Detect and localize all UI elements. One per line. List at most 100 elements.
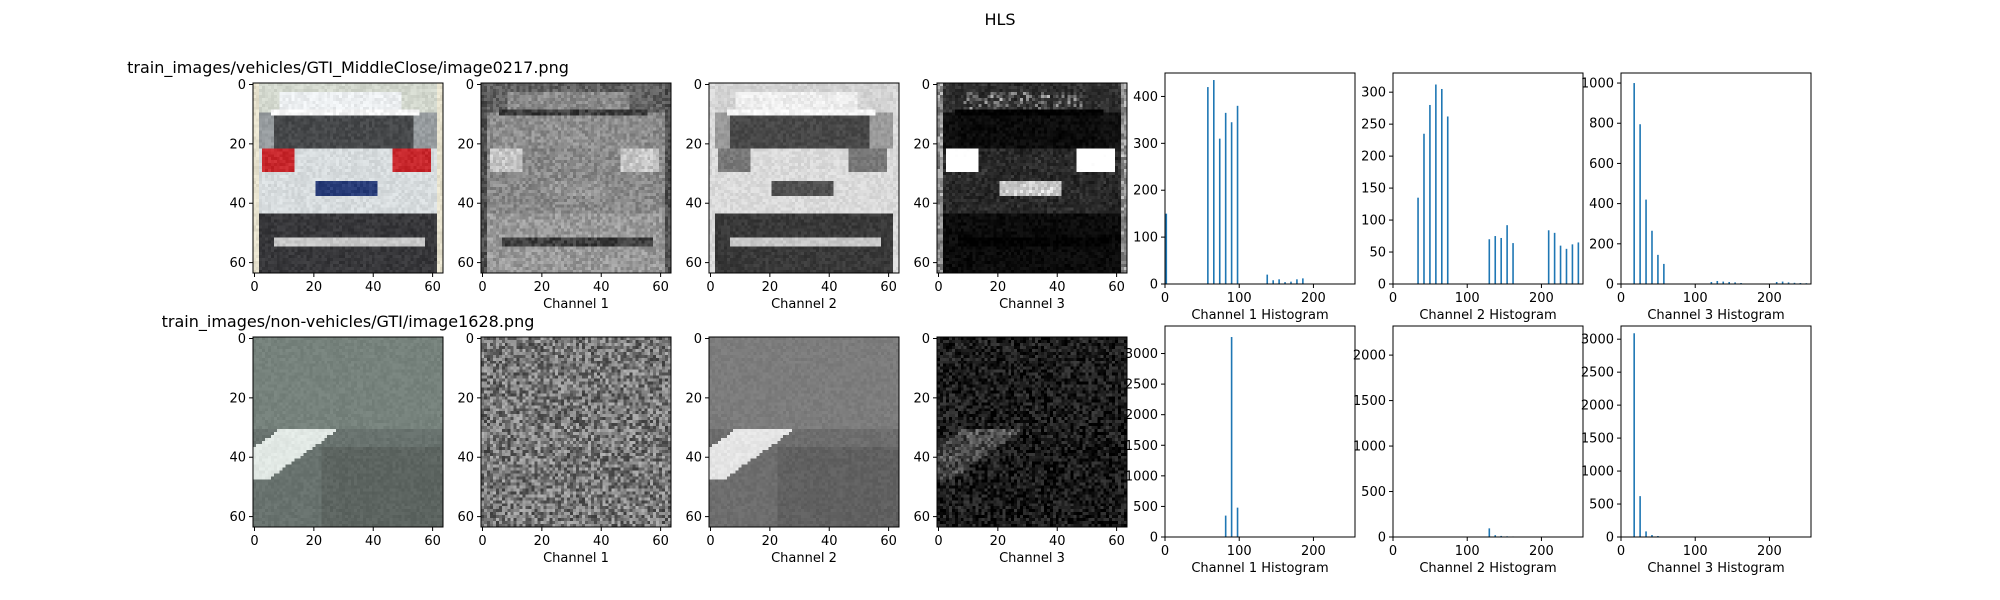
axis-label: Channel 1 <box>543 297 609 312</box>
x-tick-label: 20 <box>306 280 323 295</box>
y-tick-label: 1500 <box>1353 394 1386 409</box>
image-lightness <box>709 337 899 527</box>
x-tick-label: 20 <box>306 534 323 549</box>
y-tick-label: 20 <box>913 137 930 152</box>
histogram-bar <box>1553 232 1556 284</box>
y-tick-label: 100 <box>1361 214 1386 229</box>
y-tick-label: 60 <box>229 256 246 271</box>
x-tick-label: 60 <box>1108 280 1125 295</box>
histogram-bar <box>1500 535 1502 537</box>
x-tick-label: 0 <box>250 280 258 295</box>
histogram-bar <box>1657 254 1659 284</box>
histogram-bar <box>1423 133 1425 284</box>
x-tick-label: 60 <box>424 280 441 295</box>
image-frame <box>936 82 1128 274</box>
histogram-bar <box>1284 282 1286 284</box>
x-tick-label: 20 <box>534 534 551 549</box>
x-tick-label: 100 <box>1455 291 1480 306</box>
histogram-bar <box>1296 279 1298 284</box>
histogram-bar <box>1417 197 1419 284</box>
x-tick-label: 40 <box>365 534 382 549</box>
x-tick-label: 0 <box>706 280 714 295</box>
y-tick-label: 800 <box>1589 117 1614 132</box>
x-tick-label: 0 <box>1161 544 1169 559</box>
x-tick-label: 60 <box>880 280 897 295</box>
y-tick-label: 40 <box>913 451 930 466</box>
histogram-frame <box>1164 325 1356 538</box>
x-tick-label: 0 <box>706 534 714 549</box>
histogram-frame <box>1620 72 1812 285</box>
x-tick-label: 20 <box>762 280 779 295</box>
x-tick-label: 60 <box>652 280 669 295</box>
x-tick-label: 200 <box>1757 291 1782 306</box>
histogram-bar <box>1787 282 1790 284</box>
histogram-bar <box>1734 282 1736 284</box>
histogram-bar <box>1213 80 1215 285</box>
histogram-bar <box>1266 274 1269 284</box>
y-tick-label: 60 <box>913 510 930 525</box>
histogram-panel: 0 100 200 0 200 400 600 800 1000 Channel 3 Histog… <box>1581 72 1812 323</box>
x-tick-label: 40 <box>821 280 838 295</box>
x-tick-label: 60 <box>424 534 441 549</box>
image-frame <box>252 82 444 274</box>
y-tick-label: 3000 <box>1581 333 1614 348</box>
histogram-bar <box>1559 245 1562 284</box>
image-hue <box>481 337 671 527</box>
y-tick-label: 0 <box>1378 531 1386 546</box>
y-tick-label: 2500 <box>1581 366 1614 381</box>
histogram-bar <box>1224 515 1227 537</box>
x-tick-label: 100 <box>1683 291 1708 306</box>
image-panel: 0 0 20 20 40 40 60 60 <box>229 332 444 549</box>
y-tick-label: 0 <box>1150 278 1158 293</box>
histogram-bar <box>1565 248 1568 284</box>
y-tick-label: 60 <box>913 256 930 271</box>
y-tick-label: 2000 <box>1125 408 1158 423</box>
y-tick-label: 1000 <box>1581 465 1614 480</box>
y-tick-label: 2000 <box>1353 349 1386 364</box>
histogram-bar <box>1488 239 1491 284</box>
x-tick-label: 40 <box>1049 280 1066 295</box>
image-lightness <box>709 83 899 273</box>
histogram-bar <box>1494 535 1497 537</box>
y-tick-label: 0 <box>922 78 930 93</box>
y-tick-label: 60 <box>457 256 474 271</box>
x-tick-label: 0 <box>478 534 486 549</box>
row-title: train_images/non-vehicles/GTI/image1628.… <box>162 312 535 332</box>
x-tick-label: 20 <box>990 534 1007 549</box>
histogram-bar <box>1488 528 1491 537</box>
y-tick-label: 60 <box>229 510 246 525</box>
histogram-bar <box>1651 535 1653 537</box>
image-panel: 0 0 20 20 40 40 60 60 Channel 1 <box>457 78 672 312</box>
histogram-bar <box>1512 243 1514 284</box>
y-tick-label: 20 <box>685 137 702 152</box>
histogram-bar <box>1663 263 1665 284</box>
y-tick-label: 400 <box>1589 197 1614 212</box>
histogram-frame <box>1392 325 1584 538</box>
y-tick-label: 500 <box>1361 485 1386 500</box>
image-panel: 0 0 20 20 40 40 60 60 Channel 1 <box>457 332 672 566</box>
x-tick-label: 60 <box>1108 534 1125 549</box>
y-tick-label: 2000 <box>1581 399 1614 414</box>
histogram-bar <box>1236 105 1239 284</box>
histogram-bar <box>1429 104 1431 284</box>
histogram-bar <box>1577 242 1580 284</box>
x-tick-label: 0 <box>250 534 258 549</box>
y-tick-label: 2500 <box>1125 378 1158 393</box>
image-frame <box>708 82 900 274</box>
histogram-bar <box>1230 337 1233 537</box>
image-saturation <box>937 337 1127 527</box>
axis-label: Channel 2 Histogram <box>1419 561 1556 576</box>
histogram-frame <box>1164 72 1356 285</box>
image-hue <box>481 83 671 273</box>
y-tick-label: 60 <box>685 256 702 271</box>
histogram-bar <box>1278 279 1280 284</box>
y-tick-label: 0 <box>1606 531 1614 546</box>
y-tick-label: 0 <box>922 332 930 347</box>
y-tick-label: 60 <box>685 510 702 525</box>
y-tick-label: 400 <box>1133 90 1158 105</box>
image-frame <box>708 336 900 528</box>
y-tick-label: 100 <box>1133 231 1158 246</box>
x-tick-label: 40 <box>821 534 838 549</box>
